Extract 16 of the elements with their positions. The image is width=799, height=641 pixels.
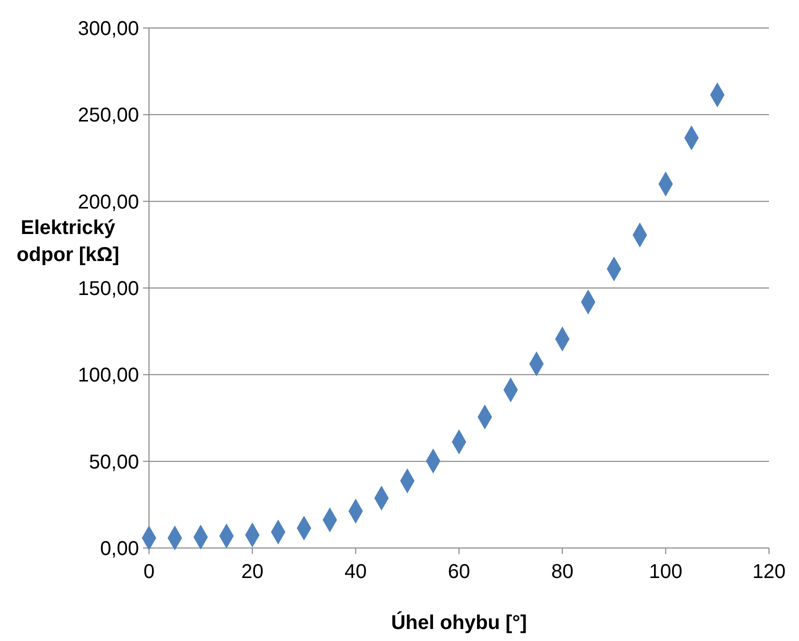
y-tick-label: 100,00 bbox=[78, 364, 139, 387]
x-axis-title: Úhel ohybu [°] bbox=[391, 611, 527, 634]
y-tick-label: 0,00 bbox=[100, 538, 139, 560]
x-tick-label: 120 bbox=[752, 561, 786, 583]
y-tick-label: 50,00 bbox=[88, 451, 139, 474]
y-tick-label: 150,00 bbox=[78, 278, 139, 300]
y-tick-label: 200,00 bbox=[78, 191, 139, 214]
y-axis-title: Elektrický odpor [kΩ] bbox=[16, 217, 120, 266]
x-tick-label: 60 bbox=[448, 561, 470, 583]
x-tick-label: 80 bbox=[551, 561, 574, 583]
x-tick-label: 40 bbox=[344, 561, 367, 583]
x-tick-label: 100 bbox=[648, 561, 682, 583]
y-tick-label: 250,00 bbox=[78, 104, 139, 127]
x-tick-label: 0 bbox=[143, 561, 155, 583]
y-tick-label: 300,00 bbox=[78, 18, 139, 40]
x-tick-label: 20 bbox=[241, 561, 264, 583]
